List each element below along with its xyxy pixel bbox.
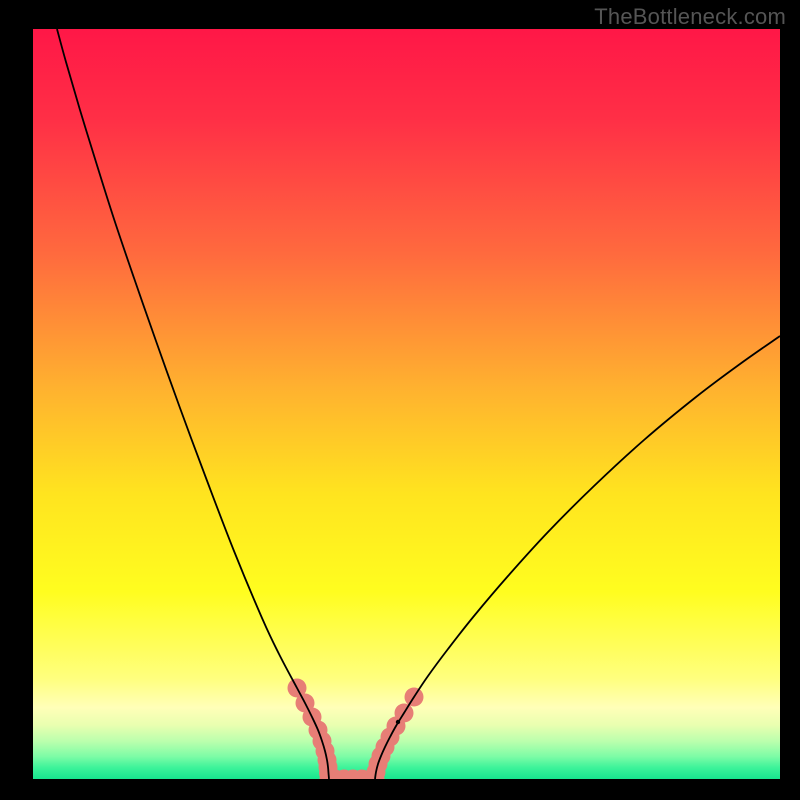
watermark-text: TheBottleneck.com bbox=[594, 4, 786, 30]
curve-endpoint-dot bbox=[396, 720, 400, 724]
plot-svg bbox=[33, 29, 780, 779]
bottleneck-curve-left bbox=[57, 29, 329, 779]
bottleneck-curve-right bbox=[375, 336, 780, 779]
marker-group bbox=[288, 679, 424, 780]
plot-area bbox=[33, 29, 780, 779]
